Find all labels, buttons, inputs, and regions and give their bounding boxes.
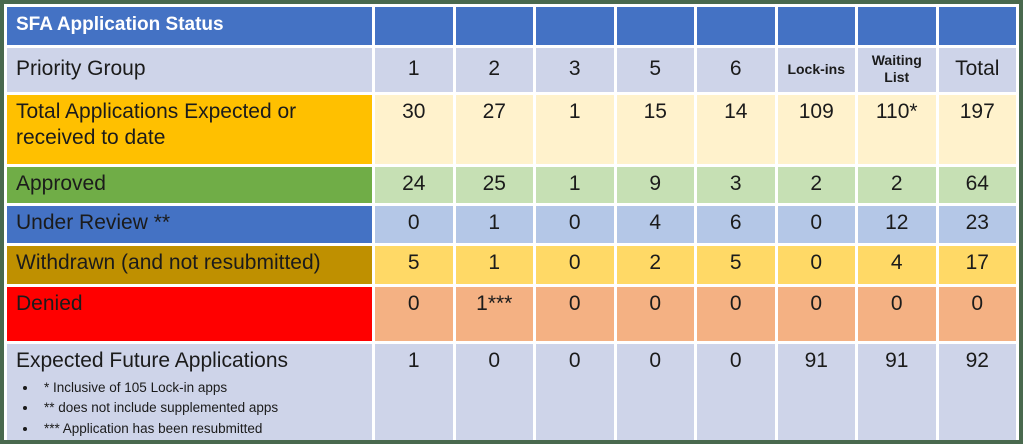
table-cell: 0 bbox=[536, 246, 614, 284]
table-cell: 109 bbox=[777, 95, 855, 164]
table-cell: 0 bbox=[375, 206, 453, 243]
row-label: Total Applications Expected or received … bbox=[7, 95, 372, 164]
table-cell: 5 bbox=[375, 246, 453, 284]
table-cell: 0 bbox=[375, 287, 453, 341]
column-header: 2 bbox=[455, 48, 533, 92]
row-label-with-footnotes: Expected Future Applications * Inclusive… bbox=[7, 344, 372, 440]
column-header-waiting-list: Waiting List bbox=[858, 48, 936, 92]
table-cell: 9 bbox=[616, 167, 694, 203]
table-row: Total Applications Expected or received … bbox=[7, 95, 1016, 164]
table-cell: 197 bbox=[938, 95, 1016, 164]
table-cell: 4 bbox=[858, 246, 936, 284]
table-cell: 0 bbox=[536, 344, 614, 440]
table-row: Denied 0 1*** 0 0 0 0 0 0 bbox=[7, 287, 1016, 341]
title-spacer-cell bbox=[777, 7, 855, 45]
table-cell: 14 bbox=[697, 95, 775, 164]
column-header-total: Total bbox=[938, 48, 1016, 92]
table-cell: 0 bbox=[616, 344, 694, 440]
table-cell: 23 bbox=[938, 206, 1016, 243]
table-row: Approved 24 25 1 9 3 2 2 64 bbox=[7, 167, 1016, 203]
title-spacer-cell bbox=[455, 7, 533, 45]
table-cell: 25 bbox=[455, 167, 533, 203]
column-header: 3 bbox=[536, 48, 614, 92]
table-cell: 30 bbox=[375, 95, 453, 164]
table-cell: 17 bbox=[938, 246, 1016, 284]
title-spacer-cell bbox=[858, 7, 936, 45]
table-cell: 12 bbox=[858, 206, 936, 243]
row-label: Under Review ** bbox=[7, 206, 372, 243]
table-cell: 92 bbox=[938, 344, 1016, 440]
table-cell: 15 bbox=[616, 95, 694, 164]
table-cell: 24 bbox=[375, 167, 453, 203]
table-cell: 0 bbox=[536, 287, 614, 341]
table-cell: 110* bbox=[858, 95, 936, 164]
table-row: Withdrawn (and not resubmitted) 5 1 0 2 … bbox=[7, 246, 1016, 284]
column-header: 6 bbox=[697, 48, 775, 92]
table-cell: 64 bbox=[938, 167, 1016, 203]
table-cell: 0 bbox=[697, 287, 775, 341]
table-cell: 1*** bbox=[455, 287, 533, 341]
table-cell: 91 bbox=[777, 344, 855, 440]
table-row-header: Priority Group 1 2 3 5 6 Lock-ins Waitin… bbox=[7, 48, 1016, 92]
title-spacer-cell bbox=[697, 7, 775, 45]
table-cell: 0 bbox=[938, 287, 1016, 341]
row-label: Withdrawn (and not resubmitted) bbox=[7, 246, 372, 284]
table-cell: 0 bbox=[777, 206, 855, 243]
title-spacer-cell bbox=[616, 7, 694, 45]
column-header: 1 bbox=[375, 48, 453, 92]
table-row: Under Review ** 0 1 0 4 6 0 12 23 bbox=[7, 206, 1016, 243]
table-row-title: SFA Application Status bbox=[7, 7, 1016, 45]
title-spacer-cell bbox=[375, 7, 453, 45]
row-label: Expected Future Applications bbox=[16, 349, 288, 372]
table-cell: 3 bbox=[697, 167, 775, 203]
table-cell: 1 bbox=[455, 206, 533, 243]
table-cell: 0 bbox=[777, 287, 855, 341]
footnote: * Inclusive of 105 Lock-in apps bbox=[38, 378, 368, 398]
table-cell: 0 bbox=[777, 246, 855, 284]
table-cell: 6 bbox=[697, 206, 775, 243]
footnote: *** Application has been resubmitted bbox=[38, 419, 368, 439]
application-status-table: SFA Application Status Priority Group 1 … bbox=[4, 4, 1019, 440]
table-cell: 1 bbox=[455, 246, 533, 284]
table-cell: 5 bbox=[697, 246, 775, 284]
table-cell: 0 bbox=[697, 344, 775, 440]
table-cell: 1 bbox=[536, 167, 614, 203]
table-cell: 91 bbox=[858, 344, 936, 440]
column-header-lock-ins: Lock-ins bbox=[777, 48, 855, 92]
title-spacer-cell bbox=[536, 7, 614, 45]
table-cell: 2 bbox=[616, 246, 694, 284]
table-cell: 1 bbox=[536, 95, 614, 164]
table-cell: 2 bbox=[858, 167, 936, 203]
table-cell: 0 bbox=[455, 344, 533, 440]
footnote: ** does not include supplemented apps bbox=[38, 398, 368, 418]
table-cell: 0 bbox=[536, 206, 614, 243]
table-cell: 0 bbox=[858, 287, 936, 341]
table-cell: 0 bbox=[616, 287, 694, 341]
table-cell: 27 bbox=[455, 95, 533, 164]
table-cell: 2 bbox=[777, 167, 855, 203]
footnote-list: * Inclusive of 105 Lock-in apps ** does … bbox=[16, 378, 368, 439]
table-cell: 1 bbox=[375, 344, 453, 440]
column-header: 5 bbox=[616, 48, 694, 92]
table-cell: 4 bbox=[616, 206, 694, 243]
title-spacer-cell bbox=[938, 7, 1016, 45]
header-priority-group: Priority Group bbox=[7, 48, 372, 92]
row-label: Approved bbox=[7, 167, 372, 203]
row-label: Denied bbox=[7, 287, 372, 341]
table-title: SFA Application Status bbox=[7, 7, 372, 45]
table-row: Expected Future Applications * Inclusive… bbox=[7, 344, 1016, 440]
